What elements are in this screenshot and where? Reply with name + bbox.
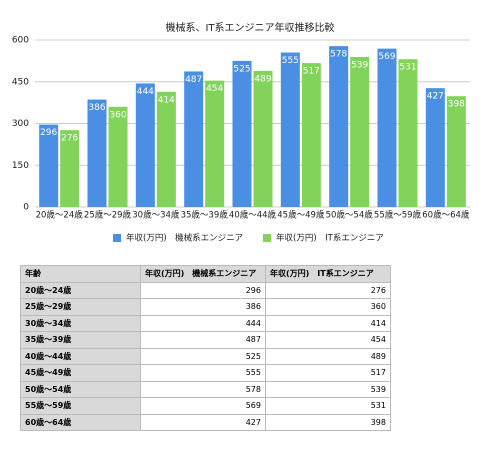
- table-cell: 20歳～24歳: [20, 281, 141, 299]
- table-cell: 569: [140, 397, 266, 415]
- value-label: 531: [399, 63, 416, 73]
- value-label: 539: [351, 60, 368, 70]
- bar: [184, 71, 204, 208]
- table-cell: 555: [140, 364, 266, 382]
- bar: [253, 70, 273, 208]
- table-cell: 487: [140, 331, 266, 349]
- table-row: 45歳～49歳 555 517: [20, 364, 391, 382]
- table-cell: 539: [265, 380, 391, 398]
- value-label: 414: [158, 95, 175, 105]
- bar: [232, 60, 252, 207]
- chart: 機械系、IT系エンジニア年収推移比較 015030045060020歳～24歳2…: [12, 21, 470, 244]
- x-tick-label: 60歳～64歳: [422, 210, 470, 221]
- y-tick-label: 300: [12, 119, 29, 129]
- table-cell: 578: [140, 380, 266, 398]
- table-row: 40歳～44歳 525 489: [20, 347, 391, 365]
- bar: [108, 106, 128, 207]
- y-tick-label: 450: [12, 77, 29, 87]
- value-label: 360: [109, 110, 126, 120]
- chart-title: 機械系、IT系エンジニア年収推移比較: [165, 21, 334, 34]
- table-row: 60歳～64歳 427 398: [20, 413, 391, 431]
- table-cell: 276: [265, 281, 391, 299]
- value-label: 454: [206, 84, 223, 94]
- y-tick-label: 600: [12, 36, 29, 46]
- bar: [350, 56, 370, 207]
- value-label: 427: [427, 92, 444, 102]
- bar: [301, 63, 321, 207]
- table-cell: 55歳～59歳: [20, 397, 141, 415]
- value-label: 296: [40, 128, 57, 138]
- value-label: 525: [233, 64, 250, 74]
- legend-swatch: [113, 234, 121, 242]
- table-row: 50歳～54歳 578 539: [20, 380, 391, 398]
- bar: [280, 52, 300, 208]
- table-cell: 360: [265, 298, 391, 316]
- value-label: 555: [282, 56, 299, 66]
- table-cell: 531: [265, 397, 391, 415]
- table-cell: 517: [265, 364, 391, 382]
- table-cell: 489: [265, 347, 391, 365]
- table-cell: 525: [140, 347, 266, 365]
- legend-label: 年収(万円) 機械系エンジニア: [126, 233, 243, 244]
- table-cell: 45歳～49歳: [20, 364, 141, 382]
- bar: [446, 96, 466, 207]
- x-tick-label: 40歳～44歳: [229, 210, 277, 221]
- table-cell: 35歳～39歳: [20, 331, 141, 349]
- table-cell: 60歳～64歳: [20, 413, 141, 431]
- table-cell: 40歳～44歳: [20, 347, 141, 365]
- bar: [377, 48, 397, 208]
- legend-swatch: [263, 234, 271, 242]
- table-cell: 386: [140, 298, 266, 316]
- x-tick-label: 20歳～24歳: [36, 210, 84, 221]
- table-row: 55歳～59歳 569 531: [20, 397, 391, 415]
- x-tick-label: 35歳～39歳: [181, 210, 229, 221]
- value-label: 487: [185, 75, 202, 85]
- x-tick-label: 25歳～29歳: [84, 210, 132, 221]
- legend-label: 年収(万円) IT系エンジニア: [276, 233, 384, 244]
- table-cell: 25歳～29歳: [20, 298, 141, 316]
- y-tick-label: 150: [12, 161, 29, 171]
- table-cell: 296: [140, 281, 266, 299]
- table-cell: 398: [265, 413, 391, 431]
- x-tick-label: 50歳～54歳: [326, 210, 374, 221]
- bar: [87, 99, 107, 207]
- table-cell: 年収(万円) IT系エンジニア: [265, 265, 391, 283]
- bar: [329, 46, 349, 207]
- table-cell: 年収(万円) 機械系エンジニア: [140, 265, 266, 283]
- value-label: 398: [448, 100, 465, 110]
- x-tick-label: 55歳～59歳: [374, 210, 422, 221]
- table-cell: 年齢: [20, 265, 141, 283]
- value-label: 517: [303, 67, 320, 77]
- y-tick-label: 0: [23, 203, 29, 213]
- x-tick-label: 45歳～49歳: [277, 210, 325, 221]
- value-label: 578: [330, 50, 347, 60]
- table-cell: 427: [140, 413, 266, 431]
- bar: [398, 59, 418, 207]
- bar: [205, 80, 225, 207]
- value-label: 444: [137, 87, 154, 97]
- table-cell: 50歳～54歳: [20, 380, 141, 398]
- table-row: 20歳～24歳 296 276: [20, 281, 391, 299]
- bar: [135, 83, 155, 207]
- table-cell: 414: [265, 314, 391, 332]
- table-cell: 454: [265, 331, 391, 349]
- value-label: 569: [378, 52, 395, 62]
- value-label: 276: [61, 134, 78, 144]
- value-label: 489: [254, 74, 271, 84]
- table-row: 25歳～29歳 386 360: [20, 298, 391, 316]
- bar: [60, 130, 80, 207]
- bar: [39, 124, 59, 207]
- table-row: 年齢 年収(万円) 機械系エンジニア 年収(万円) IT系エンジニア: [20, 265, 391, 283]
- bar: [156, 91, 176, 207]
- table-row: 35歳～39歳 487 454: [20, 331, 391, 349]
- table-cell: 444: [140, 314, 266, 332]
- bar: [425, 88, 445, 207]
- table-row: 30歳～34歳 444 414: [20, 314, 391, 332]
- table-cell: 30歳～34歳: [20, 314, 141, 332]
- value-label: 386: [88, 103, 105, 113]
- x-tick-label: 30歳～34歳: [132, 210, 180, 221]
- data-table: 年齢 年収(万円) 機械系エンジニア 年収(万円) IT系エンジニア 20歳～24歳 2…: [20, 265, 391, 431]
